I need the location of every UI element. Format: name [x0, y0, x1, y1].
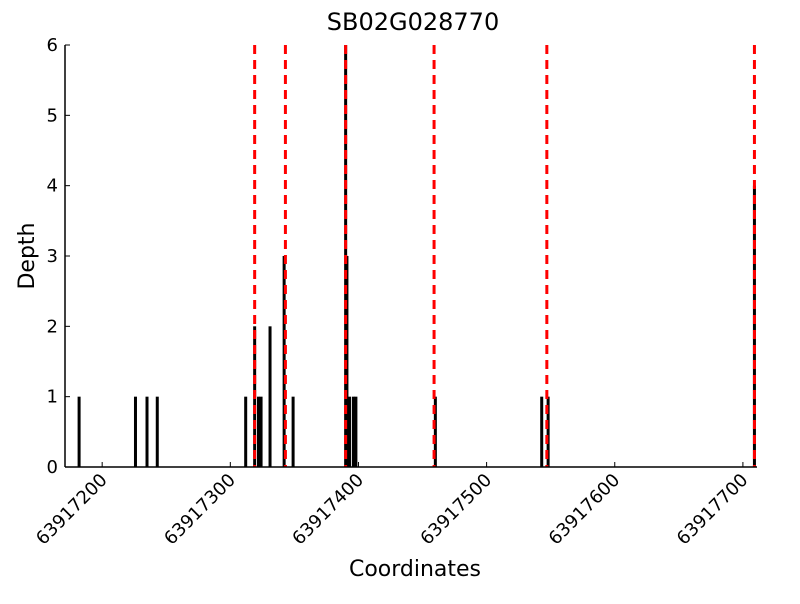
x-tick-label: 63917400: [288, 470, 368, 550]
bar: [540, 396, 544, 467]
y-tick-label: 4: [47, 176, 58, 197]
bar: [351, 396, 355, 467]
bar: [268, 326, 272, 467]
chart-title: SB02G028770: [327, 8, 499, 36]
y-tick-label: 5: [47, 105, 58, 126]
bar: [133, 396, 137, 467]
y-axis-label: Depth: [15, 222, 40, 289]
bar: [752, 185, 756, 467]
x-tick-label: 63917700: [673, 470, 753, 550]
bar: [77, 396, 81, 467]
x-axis-label: Coordinates: [349, 557, 481, 582]
x-tick-label: 63917600: [545, 470, 625, 550]
y-tick-label: 3: [47, 246, 58, 267]
x-tick-label: 63917500: [417, 470, 497, 550]
bar: [347, 396, 351, 467]
bar: [433, 396, 437, 467]
bar: [244, 396, 248, 467]
x-tick-label: 63917300: [160, 470, 240, 550]
y-tick-label: 6: [47, 35, 58, 56]
bar: [259, 396, 263, 467]
bar: [354, 396, 358, 467]
bar: [257, 396, 261, 467]
bar: [155, 396, 159, 467]
y-tick-label: 2: [47, 316, 58, 337]
x-tick-label: 63917200: [32, 470, 112, 550]
bar: [145, 396, 149, 467]
bar: [291, 396, 295, 467]
y-tick-label: 0: [47, 457, 58, 478]
y-tick-label: 1: [47, 387, 58, 408]
bar: [546, 396, 550, 467]
